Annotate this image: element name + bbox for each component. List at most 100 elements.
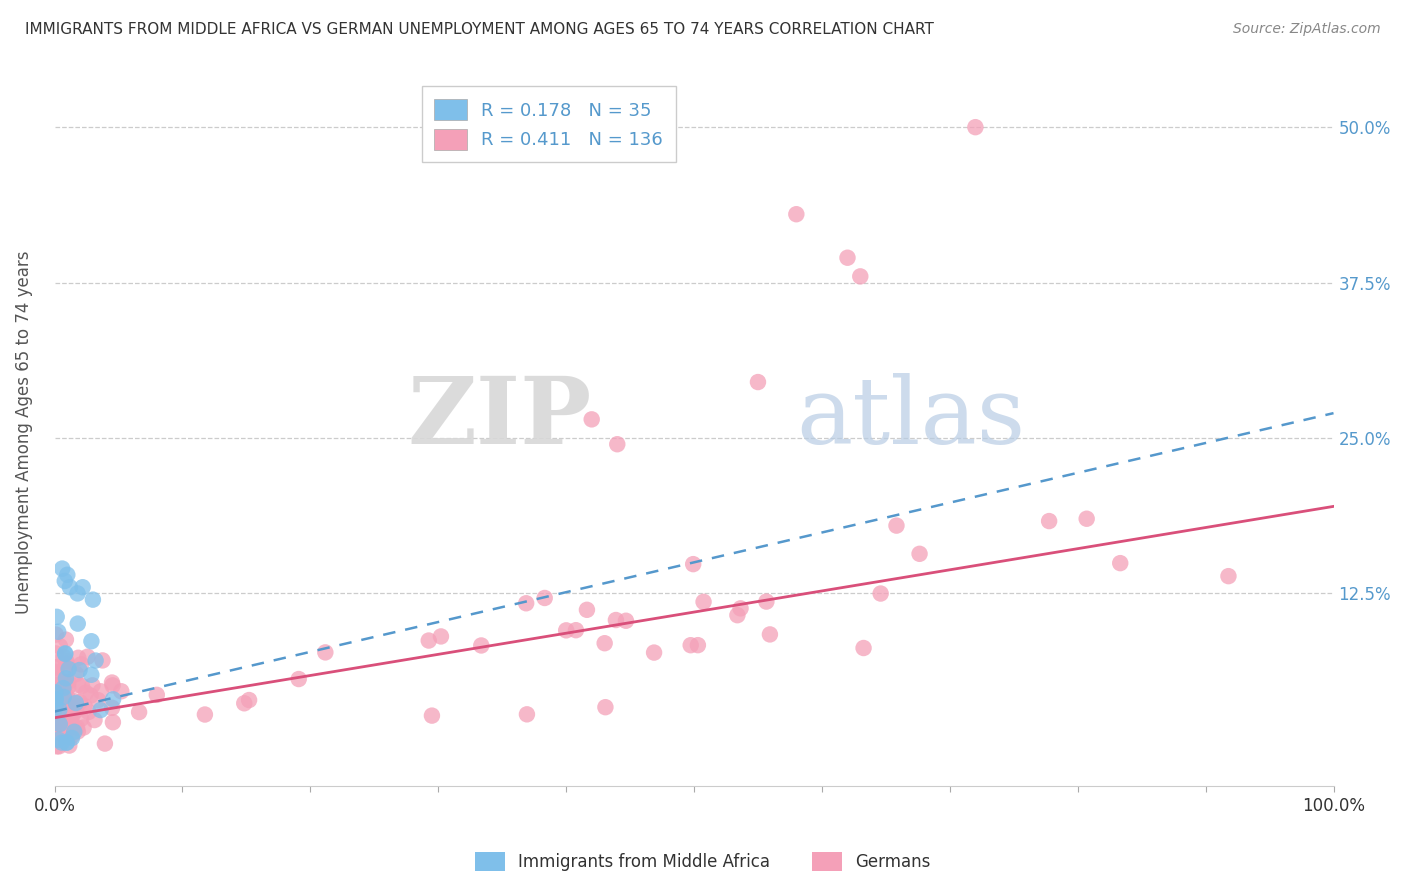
- Point: [55, 657, 77, 671]
- Point: [45, 692, 67, 706]
- Point: [69, 663, 91, 677]
- Point: [643, 646, 665, 660]
- Point: [128, 705, 150, 719]
- Point: [72, 721, 94, 735]
- Point: [53, 676, 76, 690]
- Point: [48, 732, 70, 747]
- Text: Source: ZipAtlas.com: Source: ZipAtlas.com: [1233, 22, 1381, 37]
- Point: [51, 561, 73, 575]
- Point: [84, 654, 107, 668]
- Point: [533, 591, 555, 605]
- Point: [692, 595, 714, 609]
- Point: [44, 685, 66, 699]
- Point: [45, 665, 67, 679]
- Point: [53, 687, 76, 701]
- Point: [515, 596, 537, 610]
- Point: [51, 688, 73, 702]
- Point: [45, 721, 67, 735]
- Point: [52, 649, 75, 664]
- Point: [46, 624, 69, 639]
- Point: [63, 724, 86, 739]
- Point: [66, 678, 89, 692]
- Point: [101, 675, 124, 690]
- Point: [48, 690, 70, 705]
- Y-axis label: Unemployment Among Ages 65 to 74 years: Unemployment Among Ages 65 to 74 years: [15, 250, 32, 614]
- Point: [45, 647, 67, 661]
- Point: [55, 736, 77, 750]
- Point: [1218, 569, 1240, 583]
- Point: [51, 736, 73, 750]
- Point: [49, 724, 72, 739]
- Point: [48, 672, 70, 686]
- Text: atlas: atlas: [796, 373, 1025, 463]
- Point: [101, 715, 124, 730]
- Point: [45, 700, 67, 714]
- Point: [52, 727, 75, 741]
- Point: [62, 693, 84, 707]
- Point: [686, 638, 709, 652]
- Point: [46, 709, 69, 723]
- Point: [56, 680, 79, 694]
- Point: [70, 679, 93, 693]
- Point: [53, 574, 76, 588]
- Point: [110, 684, 132, 698]
- Point: [48, 717, 70, 731]
- Point: [233, 696, 256, 710]
- Point: [45, 660, 67, 674]
- Point: [58, 739, 80, 753]
- Point: [679, 638, 702, 652]
- Point: [52, 690, 75, 704]
- Point: [45, 697, 67, 711]
- Point: [59, 580, 82, 594]
- Point: [1109, 556, 1132, 570]
- Point: [65, 696, 87, 710]
- Point: [314, 645, 336, 659]
- Point: [869, 586, 891, 600]
- Point: [56, 695, 79, 709]
- Point: [46, 682, 69, 697]
- Point: [101, 692, 124, 706]
- Point: [45, 609, 67, 624]
- Point: [72, 580, 94, 594]
- Point: [682, 557, 704, 571]
- Point: [48, 699, 70, 714]
- Point: [55, 671, 77, 685]
- Point: [48, 704, 70, 718]
- Text: IMMIGRANTS FROM MIDDLE AFRICA VS GERMAN UNEMPLOYMENT AMONG AGES 65 TO 74 YEARS C: IMMIGRANTS FROM MIDDLE AFRICA VS GERMAN …: [25, 22, 934, 37]
- Point: [48, 739, 70, 754]
- Point: [77, 705, 100, 719]
- Point: [45, 660, 67, 674]
- Point: [58, 674, 80, 689]
- Point: [90, 703, 112, 717]
- Point: [555, 624, 578, 638]
- Point: [55, 654, 77, 668]
- Point: [58, 662, 80, 676]
- Point: [59, 703, 82, 717]
- Point: [46, 678, 69, 692]
- Point: [46, 682, 69, 697]
- Point: [101, 701, 124, 715]
- Point: [759, 627, 782, 641]
- Point: [605, 613, 627, 627]
- Point: [965, 120, 987, 135]
- Point: [83, 713, 105, 727]
- Point: [94, 737, 117, 751]
- Point: [194, 707, 217, 722]
- Point: [755, 594, 778, 608]
- Point: [56, 715, 79, 730]
- Point: [66, 586, 89, 600]
- Point: [730, 601, 752, 615]
- Point: [575, 603, 598, 617]
- Point: [725, 608, 748, 623]
- Point: [470, 639, 492, 653]
- Point: [51, 711, 73, 725]
- Point: [614, 614, 637, 628]
- Point: [53, 661, 76, 675]
- Point: [45, 739, 67, 754]
- Point: [52, 681, 75, 695]
- Point: [45, 703, 67, 717]
- Point: [60, 699, 83, 714]
- Point: [51, 702, 73, 716]
- Text: ZIP: ZIP: [408, 373, 592, 463]
- Point: [63, 698, 86, 713]
